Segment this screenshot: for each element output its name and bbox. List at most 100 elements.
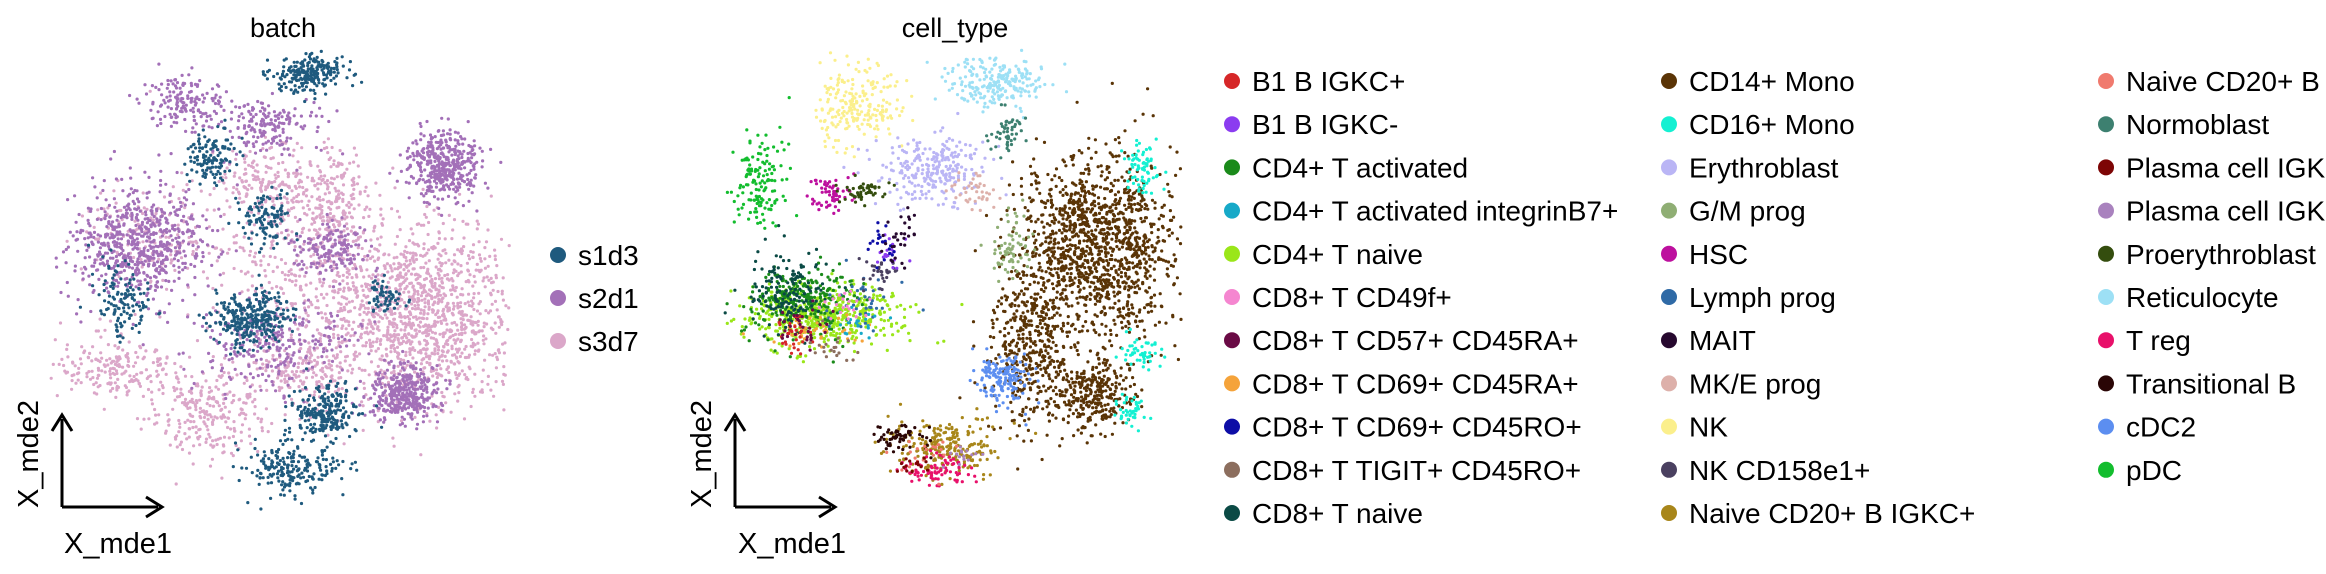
data-point	[467, 280, 471, 284]
data-point	[459, 270, 463, 274]
data-point	[144, 349, 148, 353]
data-point	[315, 129, 319, 134]
data-point	[187, 235, 191, 240]
data-point	[248, 149, 252, 154]
data-point	[460, 351, 464, 355]
data-point	[94, 381, 98, 385]
data-point	[245, 130, 249, 134]
data-point	[300, 259, 304, 263]
data-point	[425, 150, 430, 154]
data-point	[438, 261, 442, 265]
data-point	[160, 214, 164, 218]
data-point	[88, 255, 92, 259]
data-point	[477, 240, 481, 244]
data-point	[396, 273, 400, 277]
data-point	[221, 250, 225, 254]
data-point	[396, 307, 400, 311]
data-point	[332, 332, 336, 336]
data-point	[352, 333, 356, 337]
data-point	[180, 447, 185, 452]
data-point	[437, 297, 441, 301]
data-point	[419, 266, 423, 270]
data-point	[96, 208, 100, 212]
data-point	[307, 305, 311, 309]
data-point	[347, 272, 351, 276]
data-point	[452, 259, 456, 263]
data-point	[414, 139, 418, 143]
data-point	[467, 318, 471, 322]
data-point	[238, 105, 242, 110]
data-point	[389, 346, 393, 350]
data-point	[452, 178, 456, 182]
data-point	[391, 166, 395, 170]
data-point	[140, 371, 144, 375]
data-point	[165, 227, 169, 231]
data-point	[351, 239, 356, 243]
data-point	[104, 272, 108, 276]
data-point	[419, 161, 423, 165]
data-point	[309, 281, 313, 285]
data-point	[365, 258, 369, 262]
data-point	[177, 380, 181, 384]
data-point	[251, 142, 255, 146]
data-point	[224, 347, 228, 352]
data-point	[437, 165, 441, 169]
data-point	[456, 154, 460, 158]
data-point	[486, 186, 490, 190]
data-point	[183, 400, 187, 405]
data-point	[190, 391, 194, 395]
data-point	[223, 356, 227, 360]
data-point	[177, 276, 181, 280]
data-point	[172, 90, 176, 94]
data-point	[300, 267, 304, 271]
data-point	[481, 368, 485, 372]
data-point	[173, 228, 177, 232]
data-point	[108, 357, 112, 361]
data-point	[315, 265, 319, 270]
data-point	[415, 380, 419, 384]
data-point	[300, 230, 304, 235]
data-point	[289, 357, 293, 361]
data-point	[361, 404, 365, 408]
data-point	[282, 394, 286, 398]
data-point	[408, 341, 413, 346]
data-point	[327, 366, 332, 370]
data-point	[462, 236, 466, 240]
data-point	[231, 454, 235, 458]
data-point	[319, 368, 323, 372]
data-point	[356, 237, 360, 241]
data-point	[321, 281, 325, 285]
data-point	[122, 371, 126, 375]
data-point	[390, 207, 394, 211]
data-point	[422, 372, 426, 376]
data-point	[286, 175, 290, 179]
data-point	[287, 122, 291, 126]
data-point	[309, 360, 313, 364]
data-point	[354, 233, 358, 237]
data-point	[104, 235, 108, 239]
data-point	[254, 112, 258, 117]
data-point	[309, 163, 313, 168]
data-point	[188, 355, 192, 359]
data-point	[354, 267, 358, 271]
data-point	[456, 328, 460, 332]
data-point	[83, 256, 87, 260]
data-point	[452, 362, 456, 366]
data-point	[256, 349, 260, 353]
data-point	[321, 215, 325, 219]
data-point	[370, 276, 374, 280]
data-point	[175, 445, 179, 449]
data-point	[440, 276, 444, 280]
data-point	[396, 356, 400, 360]
data-point	[429, 159, 433, 163]
data-point	[91, 376, 95, 380]
data-point	[167, 200, 172, 204]
data-point	[424, 261, 428, 265]
data-point	[149, 209, 153, 213]
data-point	[368, 341, 372, 345]
data-point	[226, 251, 230, 255]
data-point	[264, 358, 269, 363]
data-point	[173, 268, 177, 272]
data-point	[415, 142, 419, 146]
data-point	[423, 168, 427, 172]
